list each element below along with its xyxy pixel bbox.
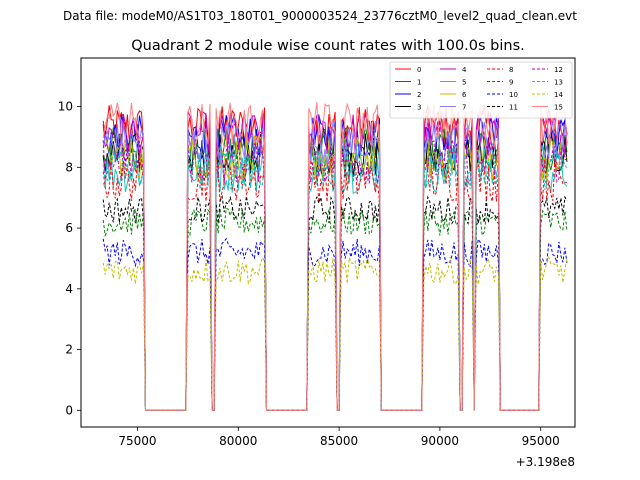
series-line-8 — [102, 157, 567, 411]
y-tick-label: 2 — [65, 343, 73, 357]
legend-label-15: 15 — [554, 104, 563, 112]
x-tick-label: 80000 — [219, 434, 257, 448]
legend-label-11: 11 — [509, 104, 518, 112]
legend-label-0: 0 — [417, 66, 421, 74]
x-tick-label: 85000 — [320, 434, 358, 448]
x-tick-label: 95000 — [522, 434, 560, 448]
series-layer — [102, 102, 568, 411]
legend-box — [389, 61, 573, 119]
y-tick-label: 8 — [65, 160, 73, 174]
y-tick-label: 10 — [58, 100, 73, 114]
y-tick-label: 0 — [65, 403, 73, 417]
plot-frame — [80, 57, 576, 428]
series-line-15 — [102, 102, 568, 411]
series-line-14 — [102, 255, 568, 411]
legend-label-12: 12 — [554, 66, 563, 74]
x-offset-label: +3.198e8 — [516, 455, 575, 469]
legend-label-1: 1 — [417, 79, 421, 87]
legend-label-14: 14 — [554, 91, 563, 99]
legend-label-4: 4 — [462, 66, 467, 74]
y-axis: 0 2 4 6 8 10 — [58, 100, 81, 417]
legend-label-5: 5 — [462, 79, 466, 87]
legend-label-7: 7 — [462, 104, 466, 112]
legend-label-3: 3 — [417, 104, 421, 112]
legend-label-13: 13 — [554, 79, 563, 87]
legend-label-9: 9 — [509, 79, 513, 87]
y-tick-label: 4 — [65, 282, 73, 296]
legend-label-10: 10 — [509, 91, 518, 99]
data-file-caption: Data file: modeM0/AS1T03_180T01_90000035… — [63, 9, 577, 23]
x-axis: 75000 80000 85000 90000 95000 — [118, 427, 560, 448]
legend-label-6: 6 — [462, 91, 467, 99]
x-tick-label: 75000 — [118, 434, 156, 448]
legend-label-8: 8 — [509, 66, 513, 74]
series-line-10 — [102, 237, 568, 411]
legend-label-2: 2 — [417, 91, 421, 99]
x-tick-label: 90000 — [421, 434, 459, 448]
y-tick-label: 6 — [65, 221, 73, 235]
chart-title: Quadrant 2 module wise count rates with … — [131, 38, 525, 54]
